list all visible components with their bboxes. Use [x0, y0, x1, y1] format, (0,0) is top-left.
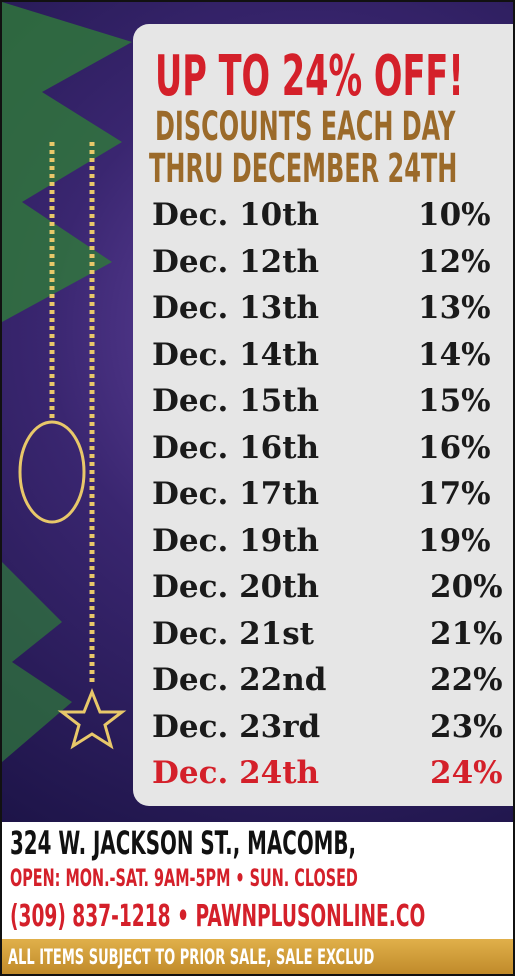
discount: 20%	[430, 569, 503, 605]
address: 324 W. JACKSON ST., MACOMB,	[10, 824, 356, 862]
discount-panel: UP TO 24% OFF! DISCOUNTS EACH DAY THRU D…	[133, 24, 515, 806]
discount: 14%	[418, 337, 491, 373]
date: Dec. 12th	[152, 244, 319, 280]
discount: 19%	[418, 523, 491, 559]
date: Dec. 15th	[152, 383, 319, 419]
disclaimer: ALL ITEMS SUBJECT TO PRIOR SALE, SALE EX…	[8, 945, 374, 969]
hours: OPEN: MON.-SAT. 9AM-5PM • SUN. CLOSED	[10, 864, 358, 892]
headline: UP TO 24% OFF!	[155, 44, 464, 109]
date: Dec. 21st	[152, 616, 314, 652]
subheading: THRU DECEMBER 24TH	[149, 146, 457, 192]
date: Dec. 10th	[152, 197, 319, 233]
discount: 10%	[418, 197, 491, 233]
discount: 12%	[418, 244, 491, 280]
discount: 23%	[430, 709, 503, 745]
discount: 24%	[430, 755, 503, 791]
discount: 15%	[418, 383, 491, 419]
date: Dec. 16th	[152, 430, 319, 466]
date: Dec. 17th	[152, 476, 319, 512]
date: Dec. 13th	[152, 290, 319, 326]
date: Dec. 20th	[152, 569, 319, 605]
subheading: DISCOUNTS EACH DAY	[155, 104, 455, 150]
date: Dec. 22nd	[152, 662, 326, 698]
date: Dec. 23rd	[152, 709, 320, 745]
discount: 17%	[418, 476, 491, 512]
discount: 13%	[418, 290, 491, 326]
disclaimer-banner: ALL ITEMS SUBJECT TO PRIOR SALE, SALE EX…	[2, 939, 513, 974]
flyer: UP TO 24% OFF! DISCOUNTS EACH DAY THRU D…	[0, 0, 515, 976]
contact: (309) 837-1218 • PAWNPLUSONLINE.CO	[10, 899, 425, 934]
discount: 21%	[430, 616, 503, 652]
decoration	[2, 2, 142, 822]
discount: 22%	[430, 662, 503, 698]
date: Dec. 14th	[152, 337, 319, 373]
date: Dec. 19th	[152, 523, 319, 559]
discount: 16%	[418, 430, 491, 466]
date: Dec. 24th	[152, 755, 319, 791]
